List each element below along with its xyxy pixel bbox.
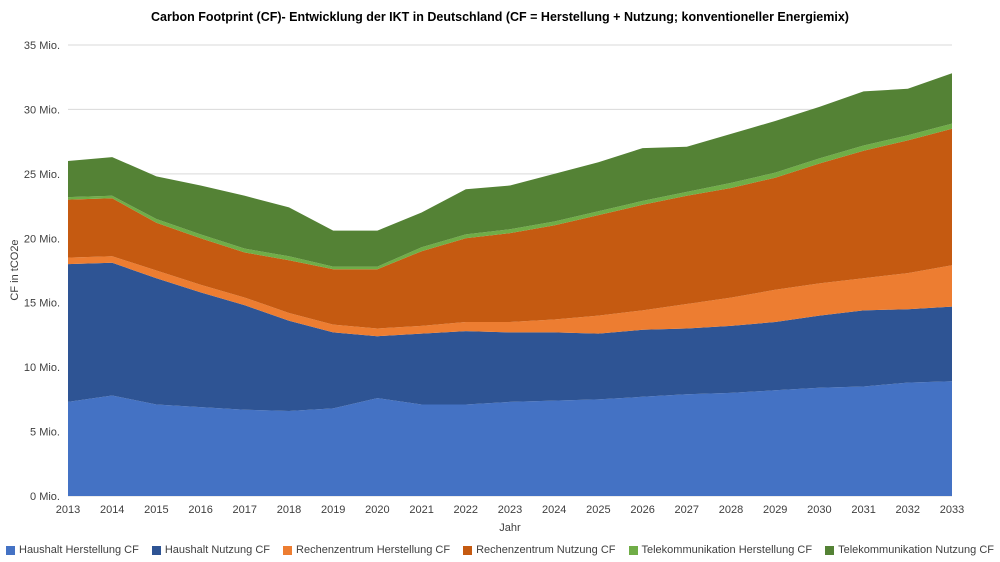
legend-swatch-icon bbox=[6, 545, 15, 555]
legend-swatch-icon bbox=[151, 545, 161, 555]
area-series-6 bbox=[68, 73, 952, 267]
y-tick-label: 15 Mio. bbox=[24, 298, 60, 310]
x-tick-label: 2029 bbox=[763, 504, 787, 516]
x-tick-label: 2019 bbox=[321, 504, 345, 516]
x-tick-label: 2013 bbox=[56, 504, 80, 516]
x-tick-label: 2025 bbox=[586, 504, 610, 516]
area-series-3 bbox=[68, 256, 952, 337]
x-tick-label: 2033 bbox=[940, 504, 964, 516]
x-tick-label: 2016 bbox=[188, 504, 212, 516]
legend-swatch-icon bbox=[283, 545, 293, 555]
x-tick-label: 2015 bbox=[144, 504, 168, 516]
y-tick-label: 25 Mio. bbox=[24, 169, 60, 181]
y-tick-label: 35 Mio. bbox=[24, 40, 60, 52]
x-tick-label: 2024 bbox=[542, 504, 566, 516]
legend-label: Rechenzentrum Nutzung CF bbox=[476, 544, 616, 556]
y-tick-label: 10 Mio. bbox=[24, 362, 60, 374]
legend-item: Rechenzentrum Nutzung CF bbox=[463, 544, 616, 556]
x-tick-label: 2026 bbox=[630, 504, 654, 516]
chart-title: Carbon Footprint (CF)- Entwicklung der I… bbox=[151, 10, 849, 24]
legend-swatch-icon bbox=[825, 545, 835, 555]
legend-item: Haushalt Nutzung CF bbox=[151, 544, 271, 556]
legend-label: Haushalt Nutzung CF bbox=[164, 544, 271, 556]
x-axis-title: Jahr bbox=[499, 522, 521, 534]
y-tick-label: 30 Mio. bbox=[24, 104, 60, 116]
y-tick-label: 0 Mio. bbox=[30, 491, 60, 503]
x-tick-label: 2022 bbox=[454, 504, 478, 516]
legend: Haushalt Herstellung CF Haushalt Nutzung … bbox=[0, 544, 1000, 556]
legend-item: Haushalt Herstellung CF bbox=[6, 544, 139, 556]
x-tick-label: 2023 bbox=[498, 504, 522, 516]
legend-item: Telekommunikation Herstellung CF bbox=[628, 544, 813, 556]
x-tick-label: 2021 bbox=[409, 504, 433, 516]
x-tick-label: 2031 bbox=[851, 504, 875, 516]
y-tick-label: 5 Mio. bbox=[30, 427, 60, 439]
legend-label: Haushalt Herstellung CF bbox=[19, 544, 139, 556]
x-tick-label: 2028 bbox=[719, 504, 743, 516]
x-tick-label: 2014 bbox=[100, 504, 124, 516]
legend-item: Rechenzentrum Herstellung CF bbox=[283, 544, 450, 556]
legend-label: Rechenzentrum Herstellung CF bbox=[296, 544, 451, 556]
x-tick-label: 2027 bbox=[675, 504, 699, 516]
area-series-2 bbox=[68, 262, 952, 411]
x-tick-label: 2032 bbox=[896, 504, 920, 516]
x-tick-label: 2017 bbox=[233, 504, 257, 516]
y-tick-label: 20 Mio. bbox=[24, 233, 60, 245]
legend-swatch-icon bbox=[463, 545, 473, 555]
legend-swatch-icon bbox=[628, 545, 638, 555]
x-tick-label: 2018 bbox=[277, 504, 301, 516]
legend-label: Telekommunikation Nutzung CF bbox=[838, 544, 994, 556]
legend-item: Telekommunikation Nutzung CF bbox=[825, 544, 994, 556]
area-series-4 bbox=[68, 128, 952, 329]
x-tick-label: 2030 bbox=[807, 504, 831, 516]
area-series-1 bbox=[68, 381, 952, 496]
x-tick-label: 2020 bbox=[365, 504, 389, 516]
legend-label: Telekommunikation Herstellung CF bbox=[641, 544, 813, 556]
